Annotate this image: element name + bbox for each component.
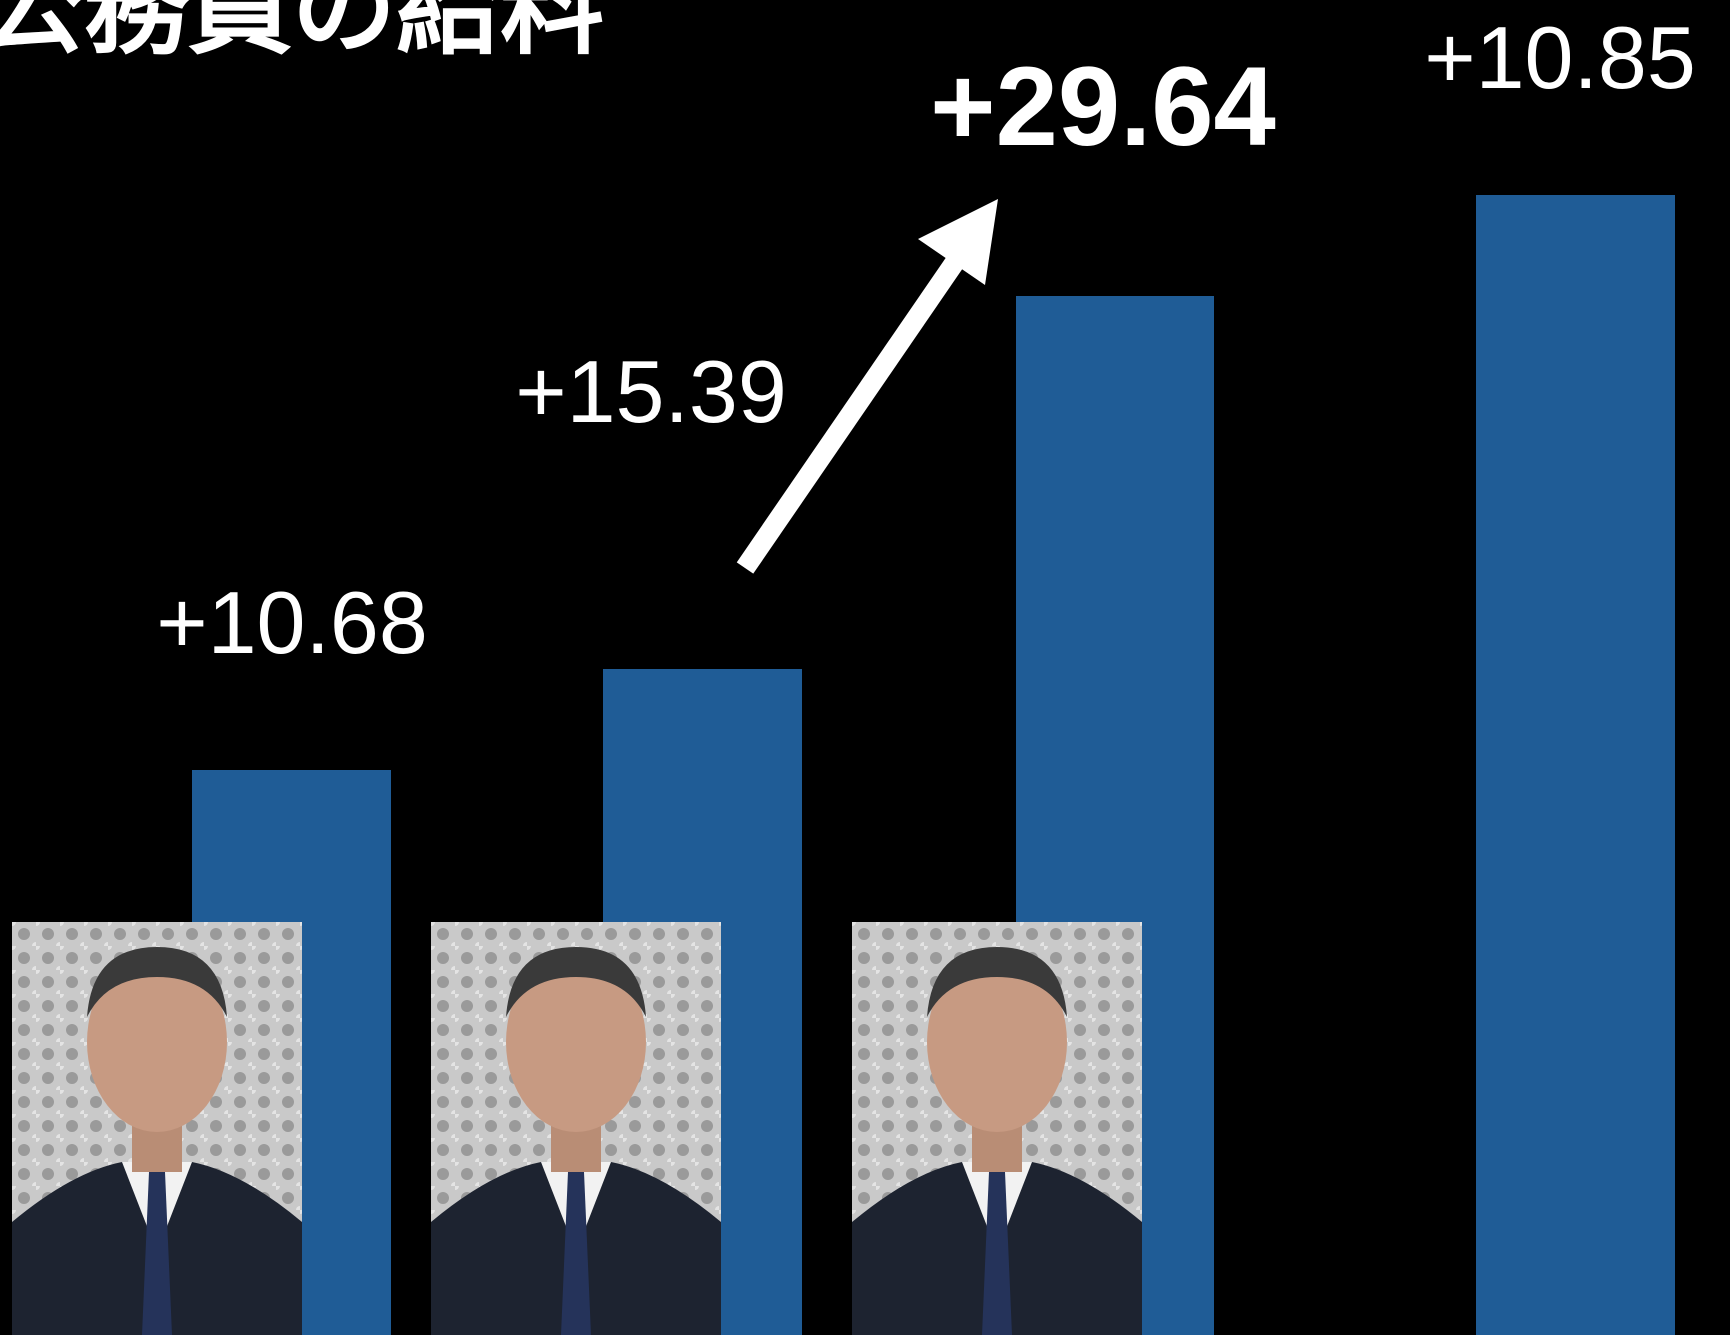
increase-label: +10.68 bbox=[156, 573, 428, 672]
increase-label: +15.39 bbox=[515, 342, 787, 441]
portrait-photo bbox=[431, 922, 721, 1335]
increase-label: +10.85 bbox=[1424, 8, 1696, 107]
portrait-photo bbox=[852, 922, 1142, 1335]
slide-title: 公務員の給料 bbox=[0, 0, 604, 69]
bar bbox=[1476, 195, 1675, 1335]
increase-label: +29.64 bbox=[930, 44, 1276, 169]
portrait-photo bbox=[12, 922, 302, 1335]
arrow bbox=[736, 199, 998, 574]
